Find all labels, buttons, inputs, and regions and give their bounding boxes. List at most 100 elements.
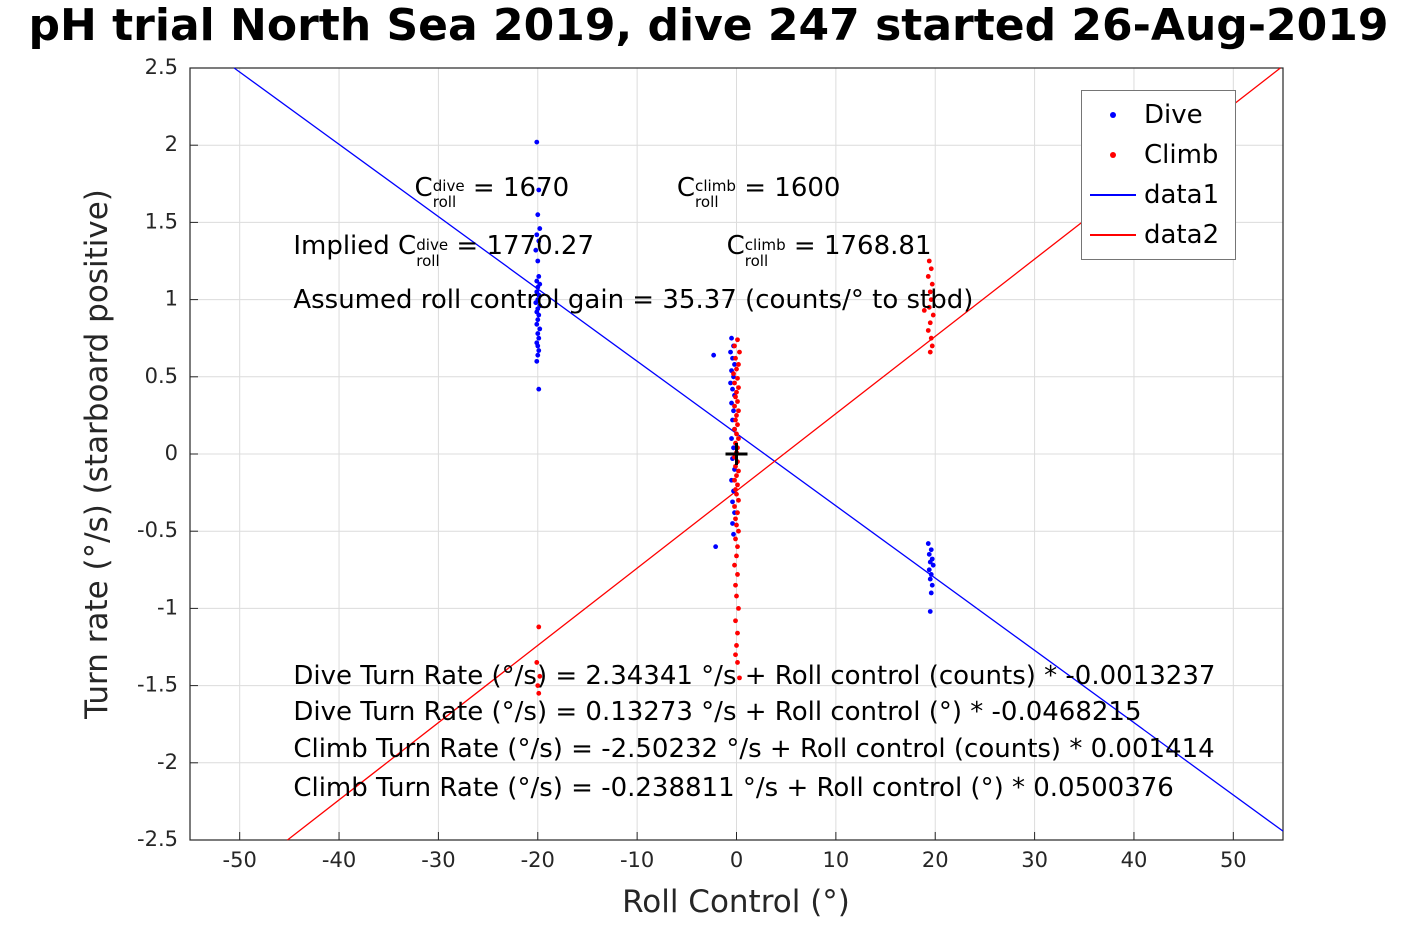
y-tick-label: -1 bbox=[157, 595, 178, 619]
scatter-point-climb bbox=[735, 482, 740, 488]
scatter-point-dive bbox=[732, 362, 737, 367]
scatter-point-dive bbox=[930, 562, 936, 568]
scatter-point-climb bbox=[735, 510, 740, 516]
scatter-point-dive bbox=[533, 300, 539, 306]
scatter-point-climb bbox=[735, 660, 740, 665]
scatter-point-climb bbox=[735, 572, 740, 577]
scatter-point-climb bbox=[733, 516, 738, 522]
scatter-point-dive bbox=[928, 590, 934, 596]
scatter-point-climb bbox=[534, 660, 540, 665]
scatter-point-climb bbox=[732, 380, 737, 386]
scatter-point-climb bbox=[733, 394, 738, 400]
scatter-point-climb bbox=[733, 487, 738, 492]
scatter-point-climb bbox=[734, 522, 739, 528]
legend-dot-marker bbox=[1090, 152, 1136, 158]
scatter-point-dive bbox=[929, 582, 935, 588]
scatter-point-climb bbox=[733, 463, 738, 469]
scatter-point-dive bbox=[926, 567, 932, 573]
scatter-point-climb bbox=[732, 343, 737, 349]
scatter-point-climb bbox=[735, 337, 740, 343]
scatter-point-dive bbox=[536, 187, 542, 193]
legend-item-climb: Climb bbox=[1090, 135, 1219, 175]
y-tick-label: -0.5 bbox=[137, 518, 178, 542]
scatter-point-dive bbox=[536, 312, 542, 318]
chart-title: pH trial North Sea 2019, dive 247 starte… bbox=[28, 0, 1389, 51]
scatter-point-climb bbox=[735, 422, 740, 428]
scatter-point-dive bbox=[925, 541, 931, 546]
x-tick-label: 10 bbox=[822, 848, 849, 872]
scatter-point-dive bbox=[730, 499, 735, 505]
scatter-point-dive bbox=[730, 521, 735, 526]
scatter-point-dive bbox=[731, 531, 736, 537]
scatter-point-climb bbox=[926, 258, 932, 264]
scatter-point-dive bbox=[535, 284, 541, 290]
scatter-point-climb bbox=[536, 624, 542, 630]
scatter-point-climb bbox=[928, 266, 934, 272]
scatter-point-climb bbox=[929, 281, 935, 287]
scatter-point-dive bbox=[535, 317, 541, 323]
scatter-point-climb bbox=[927, 320, 933, 326]
scatter-point-climb bbox=[736, 468, 741, 474]
legend-line-marker bbox=[1090, 234, 1136, 236]
scatter-point-dive bbox=[728, 380, 733, 386]
scatter-point-climb bbox=[732, 403, 737, 409]
x-tick-label: -50 bbox=[223, 848, 257, 872]
scatter-point-climb bbox=[930, 312, 936, 318]
scatter-point-dive bbox=[536, 292, 542, 298]
scatter-point-dive bbox=[536, 274, 542, 279]
scatter-point-climb bbox=[734, 366, 739, 372]
x-tick-label: -40 bbox=[322, 848, 356, 872]
legend-label: Dive bbox=[1144, 100, 1203, 130]
scatter-point-dive bbox=[535, 343, 541, 349]
scatter-point-climb bbox=[737, 349, 742, 355]
x-tick-label: -10 bbox=[620, 848, 654, 872]
y-tick-label: 0 bbox=[165, 441, 178, 465]
scatter-point-climb bbox=[737, 675, 742, 681]
scatter-point-climb bbox=[926, 304, 932, 310]
scatter-point-dive bbox=[534, 139, 540, 145]
y-tick-label: -2 bbox=[157, 750, 178, 774]
scatter-point-climb bbox=[732, 562, 737, 568]
scatter-point-climb bbox=[928, 297, 934, 302]
x-axis-label: Roll Control (°) bbox=[622, 884, 850, 920]
scatter-point-dive bbox=[711, 352, 717, 358]
x-tick-label: 50 bbox=[1220, 848, 1247, 872]
y-axis-label: Turn rate (°/s) (starboard positive) bbox=[79, 189, 115, 719]
scatter-point-climb bbox=[732, 426, 737, 432]
scatter-point-climb bbox=[734, 553, 739, 559]
scatter-point-dive bbox=[729, 335, 734, 341]
scatter-point-dive bbox=[533, 247, 539, 253]
scatter-point-dive bbox=[536, 335, 542, 341]
scatter-point-dive bbox=[534, 358, 540, 364]
y-tick-label: 1.5 bbox=[145, 209, 178, 233]
scatter-point-climb bbox=[736, 497, 741, 503]
scatter-point-dive bbox=[534, 232, 540, 238]
scatter-point-climb bbox=[733, 417, 738, 423]
y-tick-label: 1 bbox=[165, 287, 178, 311]
scatter-point-climb bbox=[736, 408, 741, 414]
x-tick-label: 40 bbox=[1121, 848, 1148, 872]
scatter-point-climb bbox=[927, 349, 933, 355]
scatter-point-climb bbox=[925, 274, 931, 279]
scatter-point-climb bbox=[736, 606, 741, 611]
scatter-point-climb bbox=[734, 431, 739, 437]
y-tick-label: 2.5 bbox=[145, 55, 178, 79]
scatter-point-climb bbox=[732, 477, 737, 483]
scatter-point-climb bbox=[537, 673, 543, 679]
scatter-point-climb bbox=[734, 389, 739, 395]
legend-dot-marker bbox=[1090, 112, 1136, 118]
y-tick-label: -1.5 bbox=[137, 673, 178, 697]
x-tick-label: 30 bbox=[1021, 848, 1048, 872]
scatter-point-dive bbox=[928, 572, 934, 577]
x-tick-label: -30 bbox=[421, 848, 455, 872]
scatter-point-dive bbox=[537, 326, 543, 332]
x-tick-label: -20 bbox=[521, 848, 555, 872]
scatter-point-dive bbox=[535, 212, 541, 218]
scatter-point-dive bbox=[731, 408, 736, 414]
scatter-point-dive bbox=[536, 238, 542, 244]
legend: Dive Climb data1 data2 bbox=[1081, 90, 1237, 260]
scatter-point-climb bbox=[734, 643, 739, 648]
scatter-point-climb bbox=[733, 582, 738, 588]
scatter-point-climb bbox=[731, 371, 736, 377]
scatter-point-climb bbox=[928, 335, 934, 341]
